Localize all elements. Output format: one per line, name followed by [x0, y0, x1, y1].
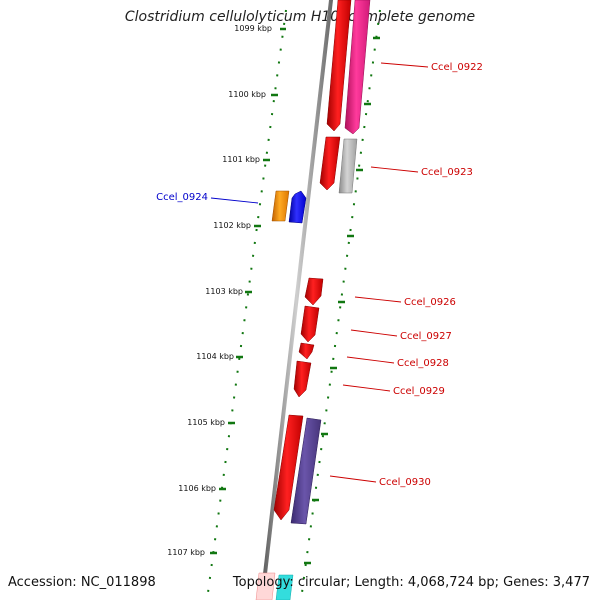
- kbp-label-1099: 1099 kbp: [234, 24, 272, 33]
- gene-arrow-ccel0930-cds[interactable]: [290, 417, 322, 525]
- gene-label-ccel0922[interactable]: Ccel_0922: [431, 62, 483, 73]
- gene-arrow-ccel0923-cds[interactable]: [338, 138, 358, 194]
- kbp-label-1101: 1101 kbp: [222, 155, 260, 164]
- gene-label-ccel0924[interactable]: Ccel_0924: [156, 192, 208, 203]
- gene-arrow-ccel0922-cds[interactable]: [344, 0, 371, 135]
- kbp-label-1100: 1100 kbp: [228, 90, 266, 99]
- gene-label-ccel0929[interactable]: Ccel_0929: [393, 386, 445, 397]
- topology-text: Topology: circular; Length: 4,068,724 bp…: [232, 575, 590, 590]
- kbp-label-1104: 1104 kbp: [196, 352, 234, 361]
- accession-text: Accession: NC_011898: [8, 575, 156, 590]
- gene-arrow-ccel0923[interactable]: [319, 136, 341, 191]
- kbp-label-1103: 1103 kbp: [205, 287, 243, 296]
- gene-arrow-ccel0930[interactable]: [273, 414, 304, 521]
- genome-title: Clostridium cellulolyticum H10, complete…: [124, 9, 476, 25]
- gene-label-ccel0923[interactable]: Ccel_0923: [421, 167, 473, 178]
- kbp-ticks: [210, 27, 380, 565]
- gene-arrow-ccel0926[interactable]: [304, 277, 324, 306]
- kbp-label-1107: 1107 kbp: [167, 548, 205, 557]
- gene-label-ccel0930[interactable]: Ccel_0930: [379, 477, 431, 488]
- kbp-label-1105: 1105 kbp: [187, 418, 225, 427]
- gene-arrow-ccel0924[interactable]: [271, 190, 290, 222]
- gene-arrow-ccel0928[interactable]: [298, 342, 315, 360]
- gene-arrow-bottom-red[interactable]: [255, 572, 276, 600]
- gene-label-ccel0928[interactable]: Ccel_0928: [397, 358, 449, 369]
- gene-arrow-bottom-cyan[interactable]: [275, 574, 294, 600]
- gene-label-ccel0926[interactable]: Ccel_0926: [404, 297, 456, 308]
- gene-arrow-ccel0929[interactable]: [293, 360, 312, 398]
- label-leaders: [210, 62, 429, 483]
- gene-arrow-ccel0924-cds[interactable]: [288, 190, 307, 224]
- kbp-label-1102: 1102 kbp: [213, 221, 251, 230]
- kbp-label-1106: 1106 kbp: [178, 484, 216, 493]
- gene-arrow-ccel0927[interactable]: [300, 305, 320, 343]
- gene-arrow-ccel0922[interactable]: [326, 0, 352, 132]
- gene-label-ccel0927[interactable]: Ccel_0927: [400, 331, 452, 342]
- genome-backbone: [260, 0, 333, 600]
